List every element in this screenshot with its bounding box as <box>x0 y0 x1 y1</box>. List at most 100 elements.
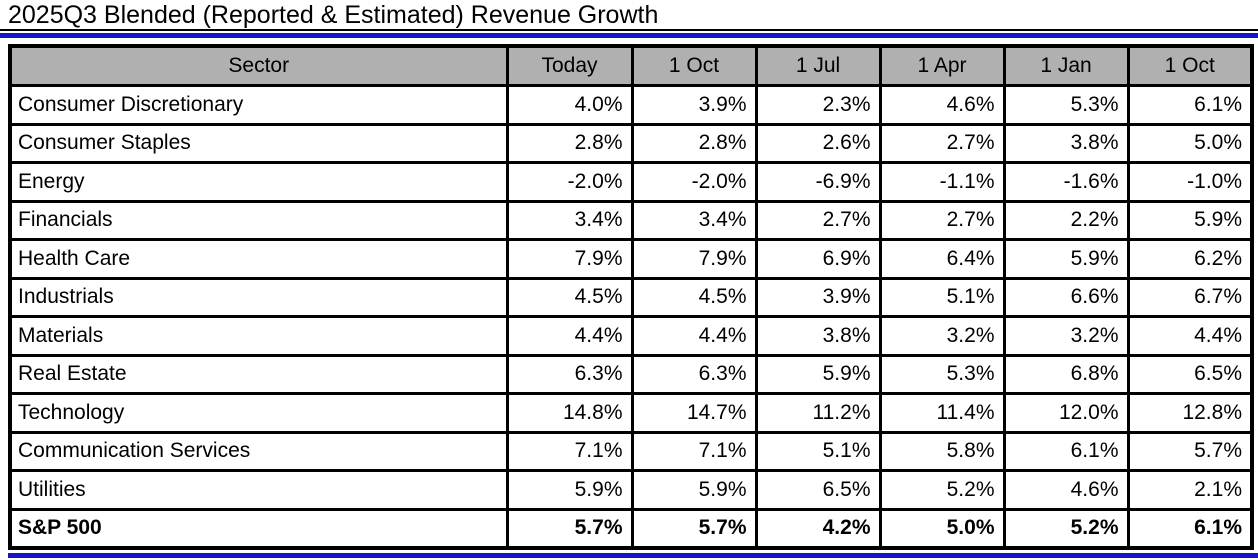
table-row: Industrials 4.5% 4.5% 3.9% 5.1% 6.6% 6.7% <box>8 276 1254 318</box>
col-header-1jan: 1 Jan <box>1002 44 1130 87</box>
value-cell: 2.8% <box>505 122 634 164</box>
value-cell: 5.9% <box>1002 238 1130 280</box>
revenue-growth-table: Sector Today 1 Oct 1 Jul 1 Apr 1 Jan 1 O… <box>8 44 1254 550</box>
sector-cell: Real Estate <box>8 353 509 395</box>
value-cell: 4.4% <box>1126 315 1254 357</box>
value-cell: 11.2% <box>754 392 882 434</box>
table-row: Materials 4.4% 4.4% 3.8% 3.2% 3.2% 4.4% <box>8 315 1254 357</box>
sector-cell: Energy <box>8 161 509 203</box>
value-cell: 2.7% <box>878 199 1006 241</box>
value-cell: 6.1% <box>1002 430 1130 472</box>
value-cell: 2.2% <box>1002 199 1130 241</box>
value-cell: 3.8% <box>1002 122 1130 164</box>
sector-cell: Materials <box>8 315 509 357</box>
table-row: Financials 3.4% 3.4% 2.7% 2.7% 2.2% 5.9% <box>8 199 1254 241</box>
value-cell: -6.9% <box>754 161 882 203</box>
value-cell: 7.9% <box>505 238 634 280</box>
value-cell: 6.8% <box>1002 353 1130 395</box>
value-cell: 3.4% <box>630 199 758 241</box>
value-cell: 2.7% <box>878 122 1006 164</box>
col-header-1oct: 1 Oct <box>630 44 758 87</box>
value-cell: 2.8% <box>630 122 758 164</box>
col-header-sector: Sector <box>8 44 509 87</box>
value-cell: -2.0% <box>630 161 758 203</box>
value-cell: 4.6% <box>1002 469 1130 511</box>
value-cell: 12.0% <box>1002 392 1130 434</box>
value-cell: 7.1% <box>630 430 758 472</box>
value-cell: 3.2% <box>1002 315 1130 357</box>
value-cell: 4.4% <box>630 315 758 357</box>
value-cell: 2.3% <box>754 84 882 126</box>
value-cell: 3.9% <box>630 84 758 126</box>
sector-cell: Technology <box>8 392 509 434</box>
value-cell: 4.2% <box>754 507 882 550</box>
header-row: Sector Today 1 Oct 1 Jul 1 Apr 1 Jan 1 O… <box>8 44 1254 87</box>
value-cell: 5.9% <box>754 353 882 395</box>
value-cell: 5.7% <box>630 507 758 550</box>
value-cell: 3.4% <box>505 199 634 241</box>
value-cell: 5.2% <box>1002 507 1130 550</box>
value-cell: 3.2% <box>878 315 1006 357</box>
col-header-1jul: 1 Jul <box>754 44 882 87</box>
value-cell: 6.1% <box>1126 84 1254 126</box>
value-cell: 7.9% <box>630 238 758 280</box>
value-cell: 12.8% <box>1126 392 1254 434</box>
value-cell: 2.1% <box>1126 469 1254 511</box>
sector-cell: Consumer Staples <box>8 122 509 164</box>
sector-cell: Industrials <box>8 276 509 318</box>
col-header-1apr: 1 Apr <box>878 44 1006 87</box>
table-row: Health Care 7.9% 7.9% 6.9% 6.4% 5.9% 6.2% <box>8 238 1254 280</box>
value-cell: 5.2% <box>878 469 1006 511</box>
sector-cell: Health Care <box>8 238 509 280</box>
page-title: 2025Q3 Blended (Reported & Estimated) Re… <box>8 1 659 29</box>
col-header-today: Today <box>505 44 634 87</box>
value-cell: -1.1% <box>878 161 1006 203</box>
table-row: S&P 500 5.7% 5.7% 4.2% 5.0% 5.2% 6.1% <box>8 507 1254 550</box>
value-cell: 4.5% <box>505 276 634 318</box>
value-cell: 2.6% <box>754 122 882 164</box>
value-cell: 14.7% <box>630 392 758 434</box>
value-cell: -1.6% <box>1002 161 1130 203</box>
sector-cell: Communication Services <box>8 430 509 472</box>
value-cell: 6.6% <box>1002 276 1130 318</box>
value-cell: 14.8% <box>505 392 634 434</box>
value-cell: 6.5% <box>754 469 882 511</box>
sector-cell: Utilities <box>8 469 509 511</box>
value-cell: 5.8% <box>878 430 1006 472</box>
value-cell: 5.7% <box>505 507 634 550</box>
value-cell: 5.1% <box>754 430 882 472</box>
sector-cell: Consumer Discretionary <box>8 84 509 126</box>
table-row: Real Estate 6.3% 6.3% 5.9% 5.3% 6.8% 6.5% <box>8 353 1254 395</box>
value-cell: 5.9% <box>630 469 758 511</box>
table-row: Energy -2.0% -2.0% -6.9% -1.1% -1.6% -1.0% <box>8 161 1254 203</box>
value-cell: 4.4% <box>505 315 634 357</box>
value-cell: -1.0% <box>1126 161 1254 203</box>
value-cell: 3.9% <box>754 276 882 318</box>
value-cell: 4.6% <box>878 84 1006 126</box>
bottom-rule-blue <box>8 553 1258 558</box>
value-cell: 2.7% <box>754 199 882 241</box>
value-cell: 5.9% <box>505 469 634 511</box>
table-row: Communication Services 7.1% 7.1% 5.1% 5.8% 6.… <box>8 430 1254 472</box>
value-cell: 3.8% <box>754 315 882 357</box>
sector-cell: S&P 500 <box>8 507 509 550</box>
value-cell: 4.5% <box>630 276 758 318</box>
value-cell: 6.4% <box>878 238 1006 280</box>
value-cell: 5.7% <box>1126 430 1254 472</box>
value-cell: 7.1% <box>505 430 634 472</box>
value-cell: 6.1% <box>1126 507 1254 550</box>
value-cell: 6.3% <box>505 353 634 395</box>
value-cell: 5.0% <box>1126 122 1254 164</box>
value-cell: 5.9% <box>1126 199 1254 241</box>
title-underline-blue <box>0 33 1258 38</box>
table-row: Consumer Discretionary 4.0% 3.9% 2.3% 4.6% 5.… <box>8 84 1254 126</box>
value-cell: 6.5% <box>1126 353 1254 395</box>
value-cell: 11.4% <box>878 392 1006 434</box>
value-cell: 6.7% <box>1126 276 1254 318</box>
table-body: Consumer Discretionary 4.0% 3.9% 2.3% 4.6% 5.… <box>8 84 1254 550</box>
table-row: Technology 14.8% 14.7% 11.2% 11.4% 12.0% 12.8% <box>8 392 1254 434</box>
value-cell: 5.1% <box>878 276 1006 318</box>
value-cell: 6.2% <box>1126 238 1254 280</box>
title-underline-black <box>0 29 1258 31</box>
